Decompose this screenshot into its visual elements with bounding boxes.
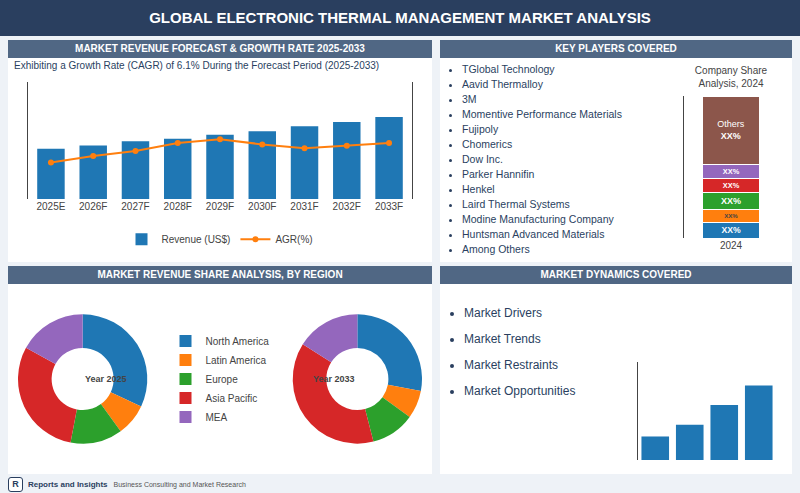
html-text:Market Opportunities: Market Opportunities bbox=[464, 384, 576, 398]
svg-text:2025E: 2025E bbox=[36, 201, 65, 212]
svg-text:XX%: XX% bbox=[724, 212, 738, 219]
html-text:MARKET DYNAMICS COVERED: MARKET DYNAMICS COVERED bbox=[540, 269, 692, 280]
html-text:GLOBAL ELECTRONIC THERMAL MANA: GLOBAL ELECTRONIC THERMAL MANAGEMENT MAR… bbox=[149, 9, 651, 26]
svg-text:MEA: MEA bbox=[206, 412, 228, 423]
svg-text:Europe: Europe bbox=[206, 374, 239, 385]
svg-text:2024: 2024 bbox=[720, 240, 743, 251]
html-text:Aavid Thermalloy: Aavid Thermalloy bbox=[462, 78, 543, 90]
svg-text:XX%: XX% bbox=[721, 196, 741, 206]
html-text:Among Others: Among Others bbox=[462, 243, 530, 255]
svg-text:Company ShareAnalysis, 2024: Company ShareAnalysis, 2024 bbox=[695, 65, 768, 89]
svg-text:2028F: 2028F bbox=[164, 201, 192, 212]
html-text:Chomerics: Chomerics bbox=[462, 138, 513, 150]
html-text:Market Restraints: Market Restraints bbox=[464, 358, 558, 372]
svg-text:2030F: 2030F bbox=[248, 201, 276, 212]
svg-text:2029F: 2029F bbox=[206, 201, 234, 212]
html-text:Market Drivers: Market Drivers bbox=[464, 306, 542, 320]
svg-text:Year 2033: Year 2033 bbox=[313, 374, 355, 384]
svg-text:OthersXX%: OthersXX% bbox=[717, 119, 745, 141]
svg-text:Year 2025: Year 2025 bbox=[85, 374, 127, 384]
svg-text:AGR(%): AGR(%) bbox=[275, 234, 312, 245]
html-text:KEY PLAYERS COVERED: KEY PLAYERS COVERED bbox=[555, 43, 677, 54]
html-text:Market Trends: Market Trends bbox=[464, 332, 541, 346]
html-text:Huntsman Advanced Materials: Huntsman Advanced Materials bbox=[462, 228, 605, 240]
html-text:Parker Hannifin: Parker Hannifin bbox=[462, 168, 535, 180]
html-text:3M: 3M bbox=[462, 93, 477, 105]
html-text:Reports and Insights: Reports and Insights bbox=[28, 480, 108, 489]
html-text:Fujipoly: Fujipoly bbox=[462, 123, 499, 135]
svg-text:2031F: 2031F bbox=[290, 201, 318, 212]
svg-text:Revenue (US$): Revenue (US$) bbox=[162, 234, 231, 245]
html-text:Dow Inc.: Dow Inc. bbox=[462, 153, 503, 165]
svg-text:2033F: 2033F bbox=[375, 201, 403, 212]
svg-text:XX%: XX% bbox=[723, 181, 740, 190]
html-text:Laird Thermal Systems: Laird Thermal Systems bbox=[462, 198, 570, 210]
svg-text:2032F: 2032F bbox=[333, 201, 361, 212]
html-text:Exhibiting a Growth Rate (CAGR: Exhibiting a Growth Rate (CAGR) of 6.1% … bbox=[14, 60, 380, 71]
html-text:Modine Manufacturing Company: Modine Manufacturing Company bbox=[462, 213, 614, 225]
html-text:Momentive Performance Material: Momentive Performance Materials bbox=[462, 108, 622, 120]
html-text:R: R bbox=[12, 479, 19, 489]
svg-text:Latin America: Latin America bbox=[206, 355, 267, 366]
svg-text:XX%: XX% bbox=[721, 225, 741, 235]
html-text:Henkel: Henkel bbox=[462, 183, 495, 195]
svg-text:North America: North America bbox=[206, 336, 270, 347]
svg-text:2027F: 2027F bbox=[121, 201, 149, 212]
html-text:MARKET REVENUE SHARE ANALYSIS,: MARKET REVENUE SHARE ANALYSIS, BY REGION bbox=[97, 269, 343, 280]
svg-text:Asia Pacific: Asia Pacific bbox=[206, 393, 258, 404]
html-text:Business Consulting and Market: Business Consulting and Market Research bbox=[113, 481, 246, 488]
html-text:MARKET REVENUE FORECAST & GROW: MARKET REVENUE FORECAST & GROWTH RATE 20… bbox=[75, 43, 365, 54]
html-text:TGlobal Technology: TGlobal Technology bbox=[462, 63, 555, 75]
svg-text:2026F: 2026F bbox=[79, 201, 107, 212]
svg-text:XX%: XX% bbox=[723, 167, 740, 176]
